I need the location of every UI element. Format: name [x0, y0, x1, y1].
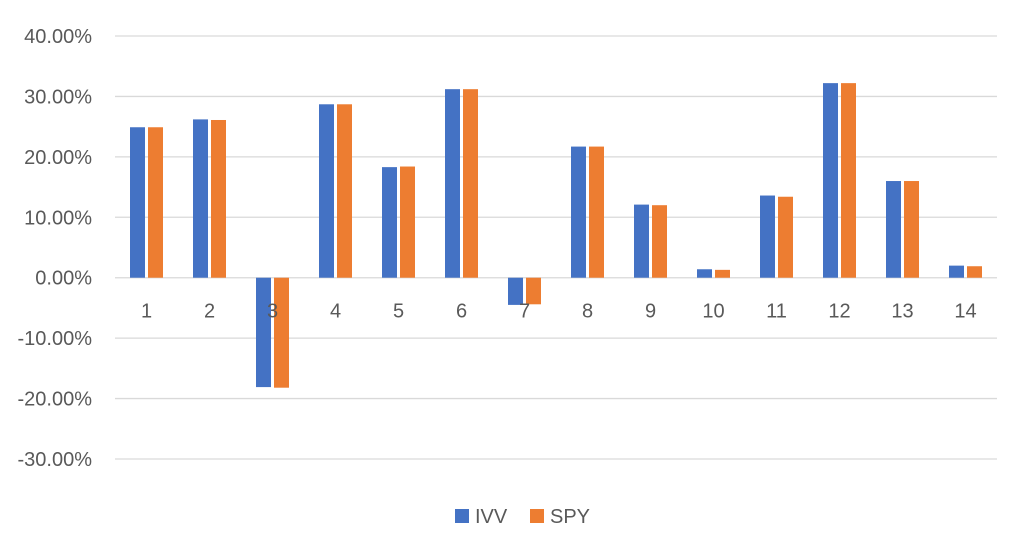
bar-ivv-12 — [823, 83, 838, 278]
bar-ivv-8 — [571, 146, 586, 278]
legend-label-spy: SPY — [550, 506, 590, 528]
bar-ivv-9 — [634, 204, 649, 278]
legend-swatch-ivv — [455, 509, 469, 523]
bar-ivv-2 — [193, 119, 208, 278]
x-tick-label: 9 — [645, 301, 656, 323]
y-tick-label: 30.00% — [24, 86, 92, 108]
y-tick-label: -20.00% — [18, 389, 93, 411]
x-tick-label: 4 — [330, 301, 341, 323]
legend-label-ivv: IVV — [475, 506, 508, 528]
bar-spy-14 — [967, 266, 982, 278]
gridlines — [115, 35, 997, 460]
bar-spy-11 — [778, 196, 793, 278]
x-tick-label: 2 — [204, 301, 215, 323]
bar-spy-9 — [652, 205, 667, 278]
bar-spy-10 — [715, 269, 730, 278]
bar-spy-8 — [589, 146, 604, 278]
bar-spy-13 — [904, 181, 919, 278]
x-tick-label: 13 — [891, 301, 913, 323]
y-tick-label: 0.00% — [35, 268, 92, 290]
bar-ivv-7 — [508, 277, 523, 305]
y-axis-tick-labels: 40.00% 30.00% 20.00% 10.00% 0.00% -10.00% -20.… — [18, 26, 93, 471]
bar-ivv-11 — [760, 195, 775, 278]
bar-spy-6 — [463, 89, 478, 278]
legend: IVV SPY — [455, 506, 590, 528]
bar-spy-4 — [337, 104, 352, 278]
y-tick-label: 20.00% — [24, 147, 92, 169]
y-tick-label: -10.00% — [18, 328, 93, 350]
y-tick-label: -30.00% — [18, 449, 93, 471]
bar-spy-3 — [274, 277, 289, 388]
bar-spy-2 — [211, 119, 226, 278]
y-tick-label: 10.00% — [24, 207, 92, 229]
x-tick-label: 5 — [393, 301, 404, 323]
bar-ivv-5 — [382, 167, 397, 278]
bar-spy-1 — [148, 127, 163, 278]
bar-ivv-10 — [697, 269, 712, 278]
x-tick-label: 11 — [766, 301, 787, 323]
x-tick-label: 12 — [828, 301, 850, 323]
bar-ivv-4 — [319, 104, 334, 278]
y-tick-label: 40.00% — [24, 26, 92, 48]
bar-ivv-3 — [256, 277, 271, 388]
bar-ivv-14 — [949, 265, 964, 278]
bar-spy-5 — [400, 166, 415, 278]
bar-ivv-6 — [445, 89, 460, 278]
x-tick-label: 10 — [702, 301, 724, 323]
x-tick-label: 6 — [456, 301, 467, 323]
x-tick-label: 8 — [582, 301, 593, 323]
bar-ivv-1 — [130, 127, 145, 278]
x-tick-label: 1 — [141, 301, 152, 323]
x-tick-label: 14 — [954, 301, 976, 323]
bar-spy-12 — [841, 83, 856, 278]
x-tick-label: 7 — [519, 301, 530, 323]
bars — [130, 83, 982, 388]
x-axis-tick-labels: 1 2 3 4 5 6 7 8 9 10 11 12 13 14 — [141, 301, 977, 323]
bar-ivv-13 — [886, 181, 901, 278]
x-tick-label: 3 — [267, 301, 278, 323]
legend-swatch-spy — [530, 509, 544, 523]
bar-spy-7 — [526, 277, 541, 305]
